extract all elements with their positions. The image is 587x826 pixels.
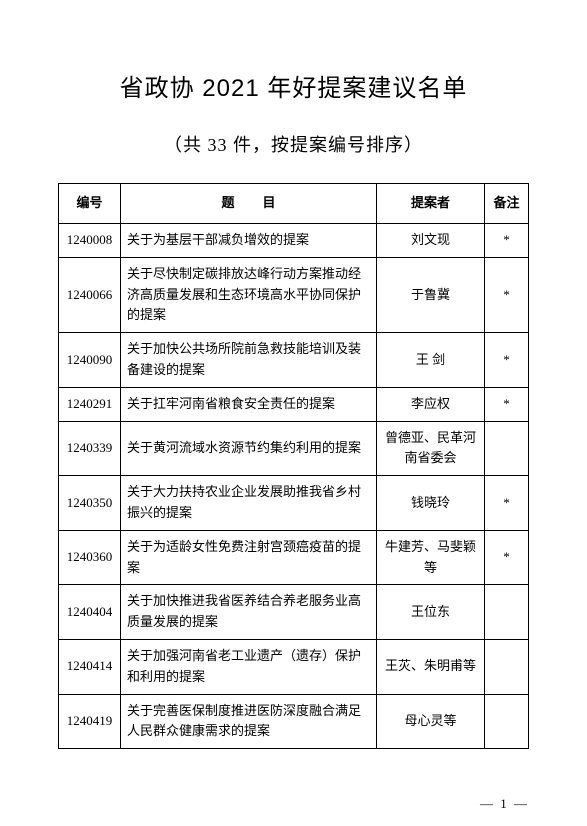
col-header-topic: 题目 [121, 184, 377, 224]
table-row: 1240419关于完善医保制度推进医防深度融合满足人民群众健康需求的提案母心灵等 [59, 694, 529, 749]
table-row: 1240066关于尽快制定碳排放达峰行动方案推动经济高质量发展和生态环境高水平协… [59, 257, 529, 332]
cell-topic: 关于加快推进我省医养结合养老服务业高质量发展的提案 [121, 585, 377, 640]
cell-id: 1240419 [59, 694, 121, 749]
cell-id: 1240291 [59, 387, 121, 421]
cell-proposer: 牛建芳、马斐颖等 [377, 530, 485, 585]
cell-note [485, 421, 529, 476]
table-row: 1240404关于加快推进我省医养结合养老服务业高质量发展的提案王位东 [59, 585, 529, 640]
cell-topic: 关于黄河流域水资源节约集约利用的提案 [121, 421, 377, 476]
table-row: 1240090关于加快公共场所院前急救技能培训及装备建设的提案王 剑* [59, 333, 529, 388]
cell-proposer: 王苂、朱明甫等 [377, 639, 485, 694]
cell-topic: 关于为基层干部减负增效的提案 [121, 224, 377, 258]
page-number: — 1 — [480, 796, 529, 812]
cell-proposer: 钱晓玲 [377, 476, 485, 531]
table-row: 1240008关于为基层干部减负增效的提案刘文现* [59, 224, 529, 258]
document-subtitle: （共 33 件，按提案编号排序） [58, 131, 529, 157]
cell-note [485, 585, 529, 640]
cell-proposer: 王 剑 [377, 333, 485, 388]
col-header-note: 备注 [485, 184, 529, 224]
cell-topic: 关于加快公共场所院前急救技能培训及装备建设的提案 [121, 333, 377, 388]
proposals-table: 编号 题目 提案者 备注 1240008关于为基层干部减负增效的提案刘文现*12… [58, 183, 529, 749]
cell-id: 1240008 [59, 224, 121, 258]
cell-note [485, 694, 529, 749]
cell-note: * [485, 387, 529, 421]
cell-proposer: 于鲁冀 [377, 257, 485, 332]
cell-id: 1240350 [59, 476, 121, 531]
table-row: 1240350关于大力扶持农业企业发展助推我省乡村振兴的提案钱晓玲* [59, 476, 529, 531]
table-row: 1240291关于扛牢河南省粮食安全责任的提案李应权* [59, 387, 529, 421]
cell-topic: 关于尽快制定碳排放达峰行动方案推动经济高质量发展和生态环境高水平协同保护的提案 [121, 257, 377, 332]
cell-proposer: 王位东 [377, 585, 485, 640]
cell-proposer: 母心灵等 [377, 694, 485, 749]
cell-id: 1240066 [59, 257, 121, 332]
cell-id: 1240414 [59, 639, 121, 694]
cell-note: * [485, 333, 529, 388]
document-page: 省政协 2021 年好提案建议名单 （共 33 件，按提案编号排序） 编号 题目… [0, 0, 587, 749]
cell-topic: 关于加强河南省老工业遗产（遗存）保护和利用的提案 [121, 639, 377, 694]
cell-note [485, 639, 529, 694]
cell-topic: 关于为适龄女性免费注射宫颈癌疫苗的提案 [121, 530, 377, 585]
cell-topic: 关于完善医保制度推进医防深度融合满足人民群众健康需求的提案 [121, 694, 377, 749]
col-header-id: 编号 [59, 184, 121, 224]
col-header-proposer: 提案者 [377, 184, 485, 224]
cell-note: * [485, 257, 529, 332]
table-row: 1240360关于为适龄女性免费注射宫颈癌疫苗的提案牛建芳、马斐颖等* [59, 530, 529, 585]
table-body: 1240008关于为基层干部减负增效的提案刘文现*1240066关于尽快制定碳排… [59, 224, 529, 749]
cell-topic: 关于大力扶持农业企业发展助推我省乡村振兴的提案 [121, 476, 377, 531]
cell-topic: 关于扛牢河南省粮食安全责任的提案 [121, 387, 377, 421]
cell-note: * [485, 476, 529, 531]
cell-id: 1240360 [59, 530, 121, 585]
table-row: 1240339关于黄河流域水资源节约集约利用的提案曾德亚、民革河南省委会 [59, 421, 529, 476]
cell-id: 1240404 [59, 585, 121, 640]
cell-proposer: 曾德亚、民革河南省委会 [377, 421, 485, 476]
cell-proposer: 刘文现 [377, 224, 485, 258]
cell-id: 1240339 [59, 421, 121, 476]
table-row: 1240414关于加强河南省老工业遗产（遗存）保护和利用的提案王苂、朱明甫等 [59, 639, 529, 694]
document-title: 省政协 2021 年好提案建议名单 [58, 68, 529, 103]
cell-note: * [485, 224, 529, 258]
cell-proposer: 李应权 [377, 387, 485, 421]
table-header-row: 编号 题目 提案者 备注 [59, 184, 529, 224]
cell-note: * [485, 530, 529, 585]
cell-id: 1240090 [59, 333, 121, 388]
